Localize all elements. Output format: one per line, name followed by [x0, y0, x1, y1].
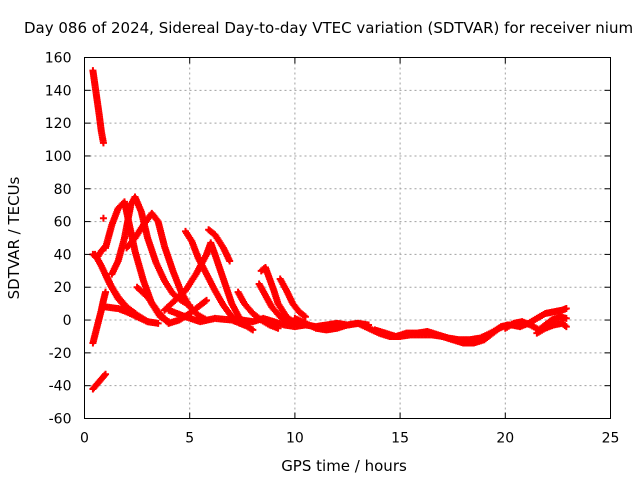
- data-point: [99, 214, 107, 222]
- y-tick-label: -20: [49, 346, 72, 362]
- data-point: [144, 318, 152, 326]
- y-tick-label: 20: [54, 280, 72, 296]
- y-tick-label: 120: [45, 116, 72, 132]
- x-tick-label: 10: [286, 431, 304, 447]
- x-tick-label: 0: [80, 431, 89, 447]
- x-tick-label: 25: [602, 431, 620, 447]
- data-point: [102, 370, 110, 378]
- y-tick-label: 0: [63, 313, 72, 329]
- y-tick-label: -40: [49, 379, 72, 395]
- data-point: [249, 326, 257, 334]
- y-tick-label: 100: [45, 149, 72, 165]
- data-point: [562, 314, 570, 322]
- data-point: [99, 139, 107, 147]
- data-point: [562, 323, 570, 331]
- data-point: [154, 319, 162, 327]
- y-tick-label: -60: [49, 412, 72, 428]
- x-tick-label: 5: [185, 431, 194, 447]
- x-axis-label: GPS time / hours: [281, 457, 407, 475]
- data-point: [102, 288, 110, 296]
- y-axis-label: SDTVAR / TECUs: [5, 176, 23, 299]
- x-tick-label: 15: [391, 431, 409, 447]
- data-point: [226, 257, 234, 265]
- plot-frame: [84, 57, 611, 419]
- y-tick-label: 40: [54, 247, 72, 263]
- y-tick-label: 140: [45, 83, 72, 99]
- y-tick-label: 160: [45, 51, 72, 67]
- y-tick-label: 60: [54, 215, 72, 231]
- data-point: [301, 313, 309, 321]
- axis-ticks: 0 5 10 15 20 25 -60 -40 -20 0 20 40 60 80 100 120 140 160: [45, 51, 620, 447]
- data-point: [100, 371, 108, 379]
- data-points: [89, 67, 570, 393]
- data-point: [562, 305, 570, 313]
- data-point: [203, 296, 211, 304]
- y-tick-label: 80: [54, 182, 72, 198]
- chart-title: Day 086 of 2024, Sidereal Day-to-day VTE…: [24, 19, 633, 37]
- x-tick-label: 20: [496, 431, 514, 447]
